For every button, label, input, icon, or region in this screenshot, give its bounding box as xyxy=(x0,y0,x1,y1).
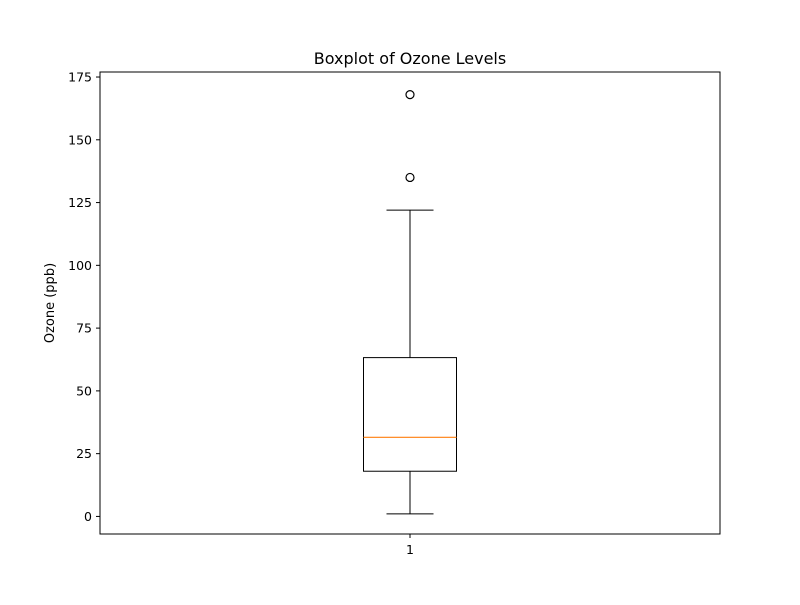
y-tick-label: 75 xyxy=(76,321,92,336)
plot-area-frame xyxy=(99,71,721,535)
x-tick-label: 1 xyxy=(406,542,414,557)
x-axis-ticks: 1 xyxy=(406,534,414,557)
y-tick-label: 50 xyxy=(76,383,92,398)
y-tick-label: 175 xyxy=(68,70,92,85)
interquartile-box xyxy=(363,357,457,472)
y-axis-ticks: 0 25 50 75 100 125 150 175 xyxy=(68,70,100,524)
chart-title: Boxplot of Ozone Levels xyxy=(314,49,506,68)
y-tick-label: 0 xyxy=(84,509,92,524)
outlier-point xyxy=(405,89,415,100)
y-tick-label: 100 xyxy=(68,258,92,273)
y-tick-label: 150 xyxy=(68,132,92,147)
y-tick-label: 25 xyxy=(76,446,92,461)
y-tick-label: 125 xyxy=(68,195,92,210)
y-axis-label: Ozone (ppb) xyxy=(43,263,58,343)
outlier-point xyxy=(405,172,415,183)
box-group xyxy=(363,89,457,515)
